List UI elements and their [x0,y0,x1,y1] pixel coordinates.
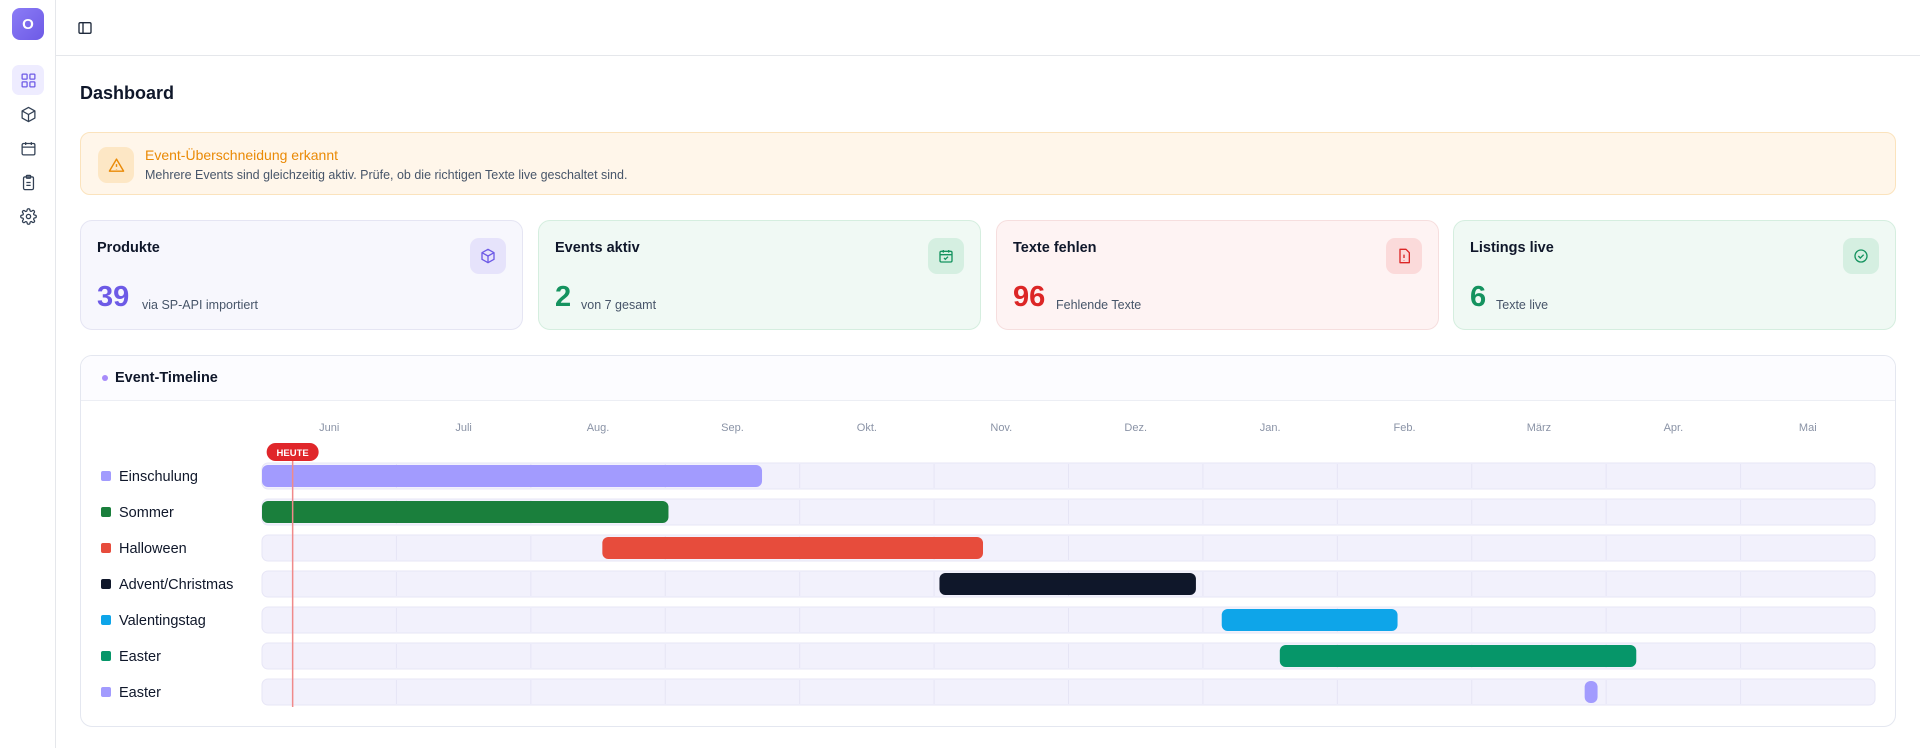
event-swatch [101,615,111,625]
nav-products[interactable] [12,99,44,129]
event-label: Advent/Christmas [119,577,233,593]
dashboard-icon [20,72,36,88]
timeline-dot-icon [102,375,108,381]
stat-card-events[interactable]: Events aktiv 2 von 7 gesamt [538,220,981,330]
month-label: Apr. [1664,422,1684,434]
event-swatch [101,687,111,697]
event-label: Valentingstag [119,613,206,629]
page-title: Dashboard [80,83,175,103]
event-label: Einschulung [119,469,198,485]
timeline-title: Event-Timeline [115,370,218,386]
event-bar [939,573,1196,595]
stat-sub: von 7 gesamt [581,298,657,312]
today-badge [266,443,319,461]
stat-value: 96 [1013,281,1046,313]
stat-label: Produkte [97,240,160,256]
month-label: Sep. [721,422,744,434]
box-icon [20,106,36,122]
sidebar-toggle-icon [78,22,92,34]
stat-sub: Fehlende Texte [1056,298,1142,312]
month-label: Okt. [857,422,877,434]
event-label: Easter [119,649,161,665]
month-label: Mai [1799,422,1817,434]
month-label: Nov. [990,422,1012,434]
check-circle-icon [1843,238,1879,274]
nav-settings[interactable] [12,201,44,231]
stat-card-missing-texts[interactable]: Texte fehlen 96 Fehlende Texte [996,220,1439,330]
box-icon [470,238,506,274]
timeline-header: Event-Timeline [81,356,1895,401]
event-bar [1221,609,1398,631]
month-label: März [1527,422,1551,434]
event-timeline: Juni Juli Aug. Sep. Okt. Nov. Dez. Jan. Feb. März… [80,355,1896,727]
calendar-icon [20,141,36,156]
stat-value: 39 [97,281,130,313]
warning-icon [98,147,134,183]
event-swatch [101,651,111,661]
clipboard-icon [22,174,34,190]
timeline-chart: Juni Juli Aug. Sep. Okt. Nov. Dez. Jan. Feb. März… [101,422,1876,707]
stat-label: Events aktiv [555,240,640,256]
stat-sub: via SP-API importiert [142,298,259,312]
stat-card-products[interactable]: Produkte 39 via SP-API importiert [80,220,523,330]
stat-value: 6 [1470,281,1487,313]
event-swatch [101,471,111,481]
today-label: HEUTE [277,448,309,459]
sidebar: O [0,0,56,748]
gear-icon [19,207,37,225]
stat-label: Texte fehlen [1013,240,1097,256]
event-label: Halloween [119,541,187,557]
month-label: Jan. [1260,422,1281,434]
month-label: Juni [319,422,339,434]
month-label: Feb. [1394,422,1416,434]
nav-texts[interactable] [12,167,44,197]
stat-label: Listings live [1470,240,1554,256]
event-bar [1584,681,1598,703]
stat-card-listings-live[interactable]: Listings live 6 Texte live [1453,220,1896,330]
file-alert-icon [1386,238,1422,274]
event-swatch [101,507,111,517]
month-label: Aug. [587,422,610,434]
event-label: Sommer [119,505,174,521]
nav-events[interactable] [12,133,44,163]
event-bar [262,465,763,487]
app-logo[interactable]: O [12,8,44,40]
event-swatch [101,579,111,589]
logo-letter: O [22,15,34,33]
event-bar [602,537,984,559]
stat-value: 2 [555,281,572,313]
calendar-check-icon [928,238,964,274]
alert-title: Event-Überschneidung erkannt [145,147,339,163]
stat-sub: Texte live [1496,298,1549,312]
month-label: Juli [455,422,472,434]
nav-dashboard[interactable] [12,65,44,95]
sidebar-toggle-button[interactable] [74,17,96,39]
alert-text: Mehrere Events sind gleichzeitig aktiv. … [145,168,628,182]
event-label: Easter [119,685,161,701]
event-bar [262,501,669,523]
overlap-alert: Event-Überschneidung erkannt Mehrere Eve… [80,132,1896,195]
month-label: Dez. [1124,422,1147,434]
topbar [56,0,1920,56]
event-bar [1279,645,1637,667]
event-swatch [101,543,111,553]
